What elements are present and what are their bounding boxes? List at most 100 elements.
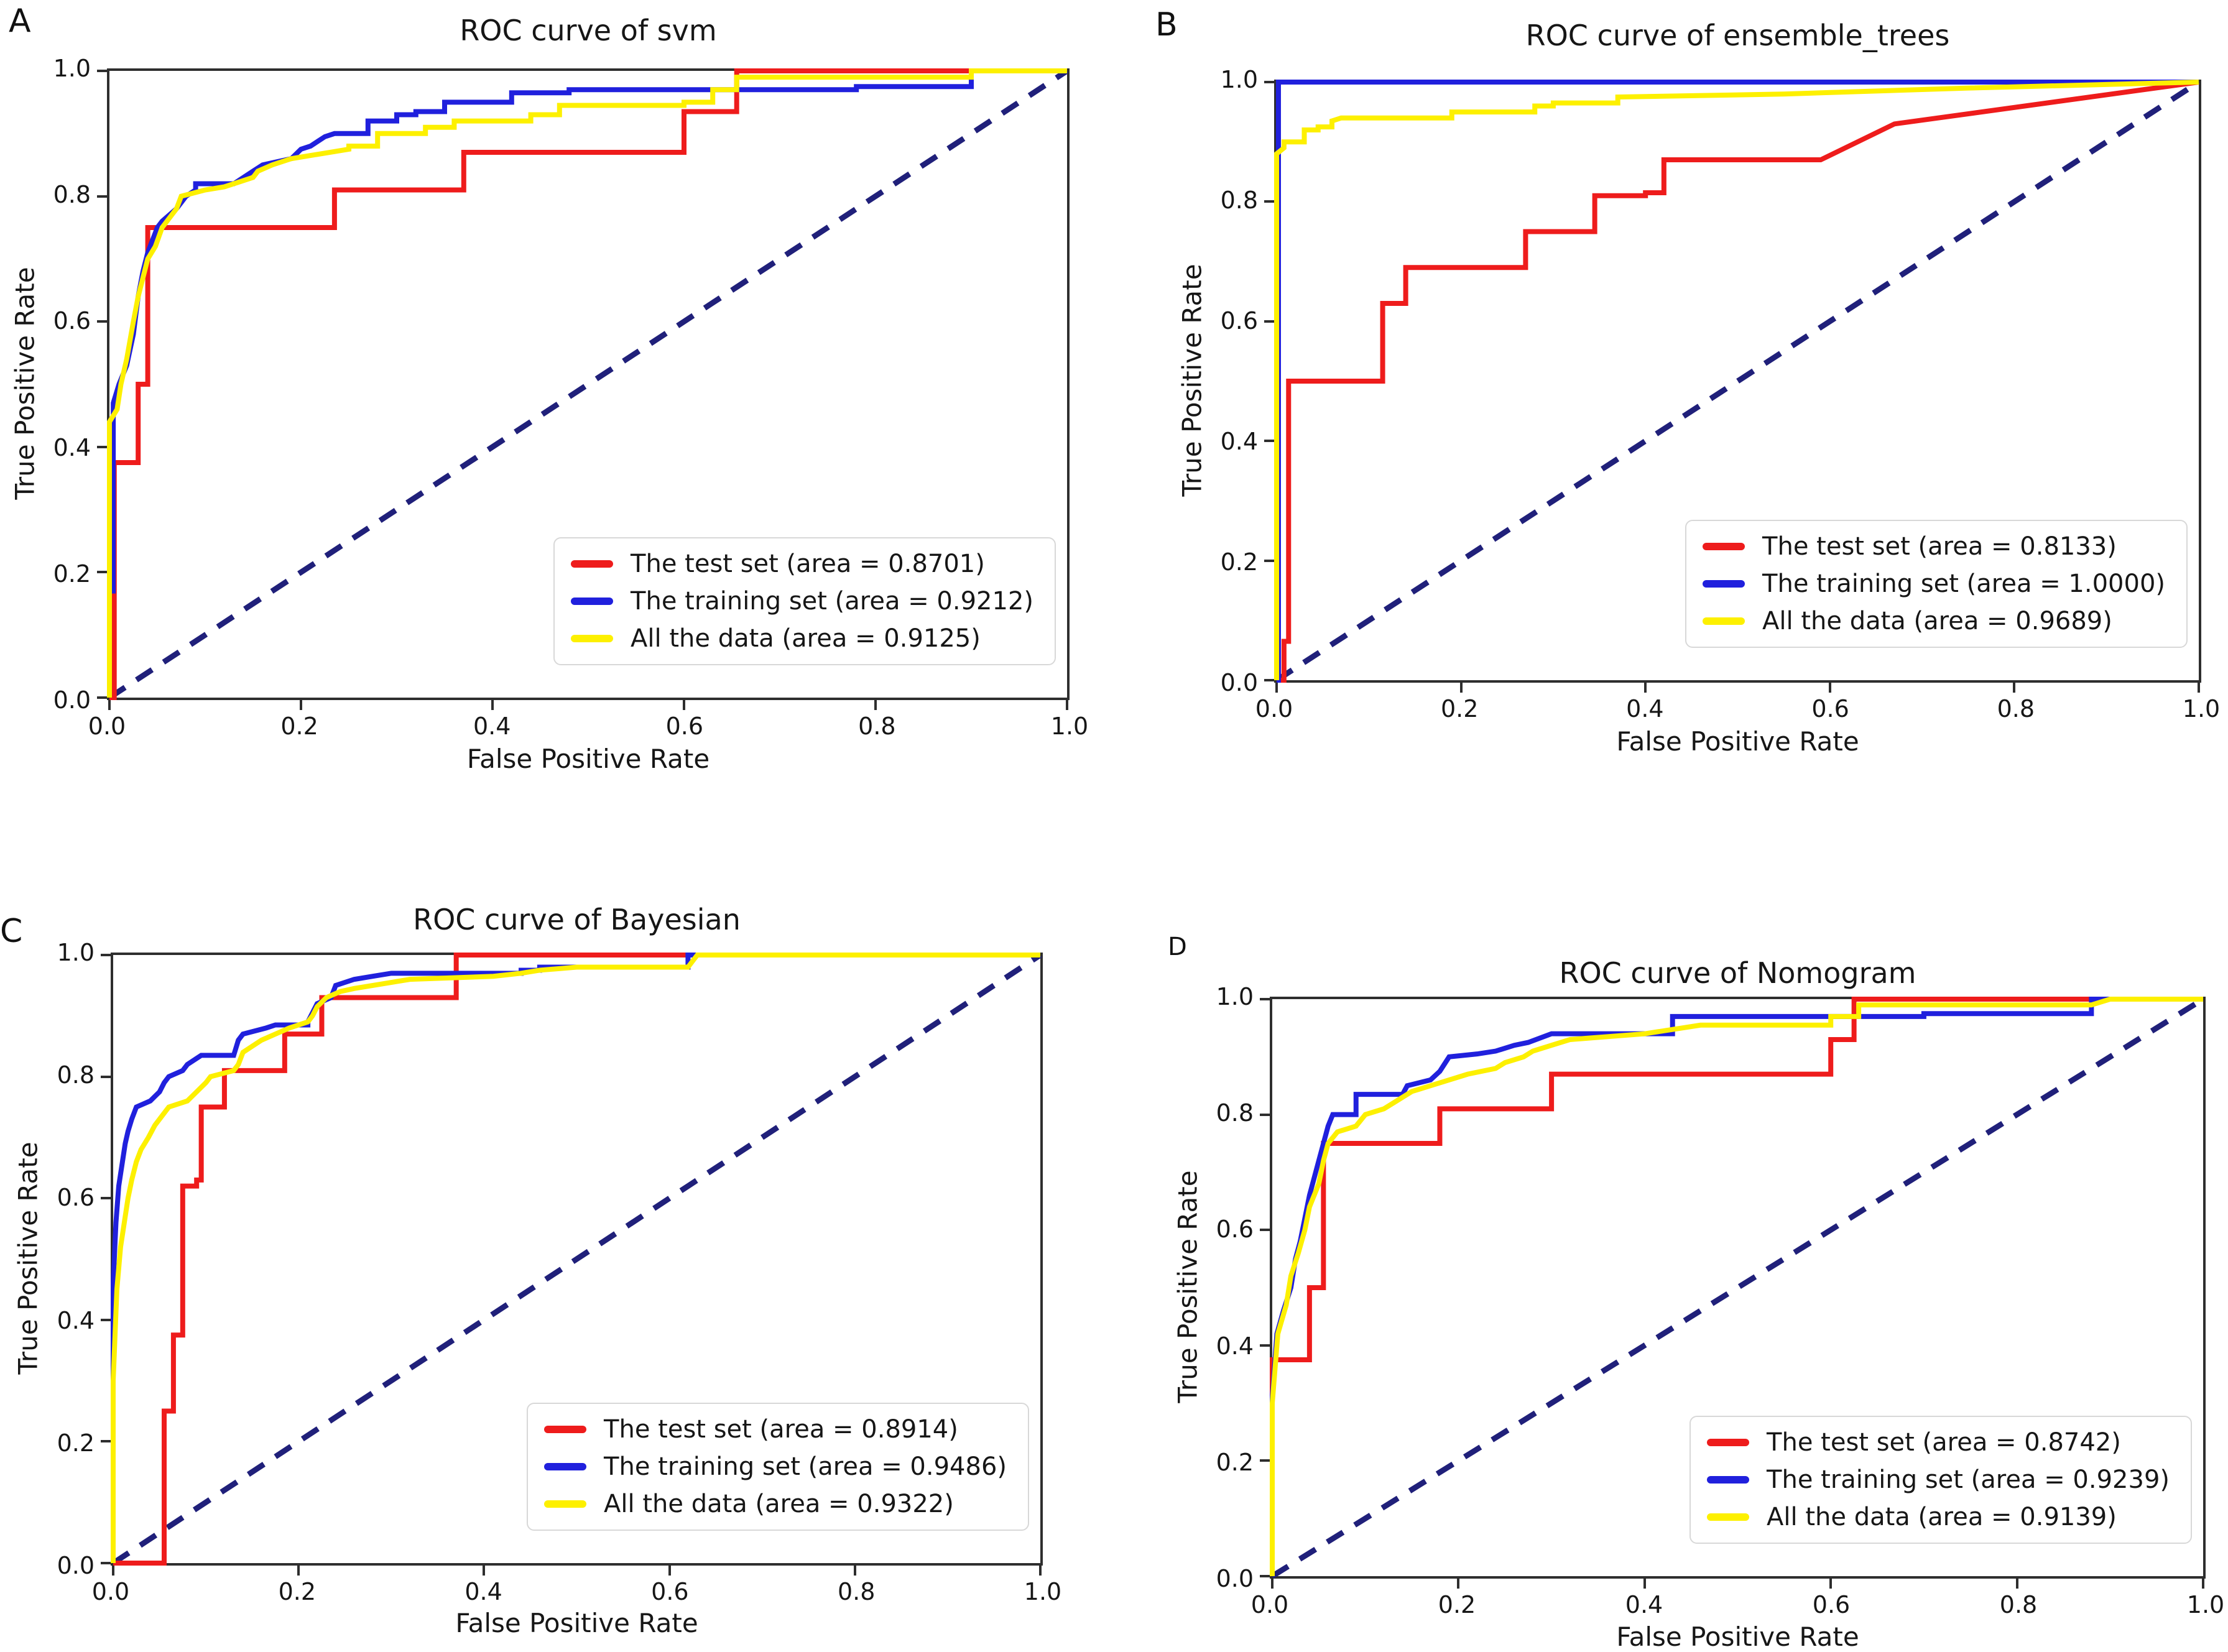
x-axis-label: False Positive Rate: [455, 1608, 698, 1638]
x-tick-mark: [1644, 683, 1647, 693]
panel-b-ensemble-trees: B ROC curve of ensemble_trees True Posit…: [1114, 0, 2228, 821]
legend-item-test-set: The test set (area = 0.8133): [1703, 532, 2165, 561]
roc-plot: [109, 71, 1067, 698]
legend-item-training-set: The training set (area = 0.9486): [544, 1452, 1007, 1481]
legend-swatch-all-data: [544, 1500, 587, 1508]
panel-letter: C: [0, 913, 23, 950]
x-tick-mark: [108, 700, 111, 710]
y-tick-mark: [1264, 679, 1274, 681]
y-tick-label: 0.6: [53, 307, 91, 335]
y-tick-mark: [97, 195, 107, 198]
y-tick-label: 0.0: [53, 686, 91, 714]
x-tick-label: 0.2: [1438, 1591, 1476, 1618]
x-tick-label: 0.2: [280, 713, 318, 740]
legend: The test set (area = 0.8742) The trainin…: [1689, 1416, 2192, 1544]
x-tick-mark: [2015, 1579, 2018, 1589]
y-axis-ticks: 0.0 0.2 0.4 0.6 0.8 1.0: [36, 939, 101, 1579]
legend-swatch-all-data: [571, 635, 614, 642]
x-tick-label: 0.4: [1625, 1591, 1663, 1618]
legend: The test set (area = 0.8133) The trainin…: [1685, 520, 2188, 648]
legend-swatch-training-set: [571, 598, 614, 605]
legend-swatch-training-set: [1703, 580, 1745, 588]
x-tick-label: 0.6: [1811, 695, 1849, 722]
diagonal-reference-line: [113, 955, 1040, 1563]
y-tick-mark: [1264, 559, 1274, 562]
panel-d-nomogram: D ROC curve of Nomogram True Positive Ra…: [1114, 821, 2228, 1652]
x-axis-ticks: 0.0 0.2 0.4 0.6 0.8 1.0: [1255, 691, 2220, 722]
panel-a-svm: A ROC curve of svm True Positive Rate Th…: [0, 0, 1114, 821]
x-tick-label: 0.4: [473, 713, 511, 740]
y-tick-mark: [1260, 998, 1270, 1000]
x-tick-label: 0.0: [1250, 1591, 1289, 1618]
x-tick-mark: [300, 700, 302, 710]
x-tick-label: 0.8: [858, 713, 896, 740]
x-axis-label: False Positive Rate: [466, 744, 710, 774]
y-tick-mark: [1260, 1229, 1270, 1232]
x-tick-mark: [1459, 683, 1463, 693]
x-tick-mark: [491, 700, 494, 710]
legend-swatch-test-set: [1707, 1439, 1750, 1446]
legend-label: The test set (area = 0.8133): [1762, 532, 2117, 561]
legend-item-all-data: All the data (area = 0.9322): [544, 1490, 1007, 1518]
y-tick-label: 0.6: [1220, 307, 1258, 335]
y-tick-label: 0.0: [1216, 1565, 1254, 1592]
plot-title: ROC curve of svm: [460, 14, 717, 47]
x-tick-label: 0.4: [1626, 695, 1664, 722]
y-tick-mark: [1264, 200, 1274, 203]
x-tick-mark: [1039, 1566, 1042, 1576]
legend-item-training-set: The training set (area = 0.9212): [571, 587, 1033, 616]
y-tick-label: 0.4: [1220, 428, 1258, 455]
legend-swatch-test-set: [571, 560, 614, 568]
y-tick-mark: [1264, 81, 1274, 83]
legend-swatch-test-set: [1703, 543, 1745, 550]
legend-item-test-set: The test set (area = 0.8701): [571, 550, 1033, 578]
x-tick-mark: [1643, 1579, 1646, 1589]
y-tick-mark: [1264, 440, 1274, 443]
panel-letter: D: [1168, 933, 1187, 961]
y-tick-mark: [1260, 1459, 1270, 1462]
y-tick-label: 1.0: [1216, 983, 1254, 1010]
y-tick-label: 0.8: [1220, 187, 1258, 214]
x-tick-label: 0.6: [651, 1578, 689, 1605]
x-tick-label: 0.2: [1440, 695, 1479, 722]
legend-item-all-data: All the data (area = 0.9139): [1707, 1503, 2170, 1531]
roc-curve-all-the-data: [113, 955, 1040, 1563]
diagonal-reference-line: [1272, 999, 2203, 1576]
x-tick-mark: [1457, 1579, 1460, 1589]
x-tick-mark: [2013, 683, 2016, 693]
x-tick-label: 1.0: [1024, 1578, 1062, 1605]
y-tick-label: 1.0: [53, 55, 91, 82]
y-tick-mark: [101, 1440, 111, 1443]
x-tick-label: 0.8: [1999, 1591, 2038, 1618]
y-tick-mark: [1260, 1344, 1270, 1347]
x-tick-label: 1.0: [1050, 713, 1089, 740]
x-tick-mark: [1275, 683, 1278, 693]
legend-label: The test set (area = 0.8742): [1767, 1428, 2121, 1457]
y-tick-label: 0.4: [1216, 1332, 1254, 1360]
plot-title: ROC curve of Nomogram: [1559, 956, 1916, 990]
legend-item-test-set: The test set (area = 0.8742): [1707, 1428, 2170, 1457]
y-tick-mark: [97, 445, 107, 448]
panel-c-bayesian: C ROC curve of Bayesian True Positive Ra…: [0, 821, 1114, 1641]
legend-label: The test set (area = 0.8914): [604, 1415, 958, 1444]
legend-label: All the data (area = 0.9322): [604, 1490, 954, 1518]
roc-curve-all-the-data: [1277, 82, 2199, 680]
panel-letter: B: [1155, 6, 1178, 44]
x-tick-mark: [1828, 683, 1831, 693]
y-tick-mark: [97, 696, 107, 699]
y-tick-mark: [101, 1075, 111, 1078]
roc-plot: [113, 955, 1040, 1563]
y-tick-label: 0.6: [57, 1184, 95, 1212]
x-tick-label: 0.0: [1255, 695, 1293, 722]
x-tick-mark: [853, 1566, 856, 1576]
x-tick-mark: [297, 1566, 300, 1576]
y-tick-label: 0.2: [1220, 548, 1258, 576]
y-tick-mark: [101, 954, 111, 956]
roc-curve-the-test-set: [109, 71, 1067, 698]
y-tick-label: 0.4: [57, 1306, 95, 1334]
x-tick-mark: [2198, 683, 2200, 693]
plot-area: The test set (area = 0.8914) The trainin…: [101, 953, 1043, 1576]
x-tick-label: 1.0: [2186, 1591, 2225, 1618]
legend-label: The training set (area = 1.0000): [1762, 570, 2165, 598]
